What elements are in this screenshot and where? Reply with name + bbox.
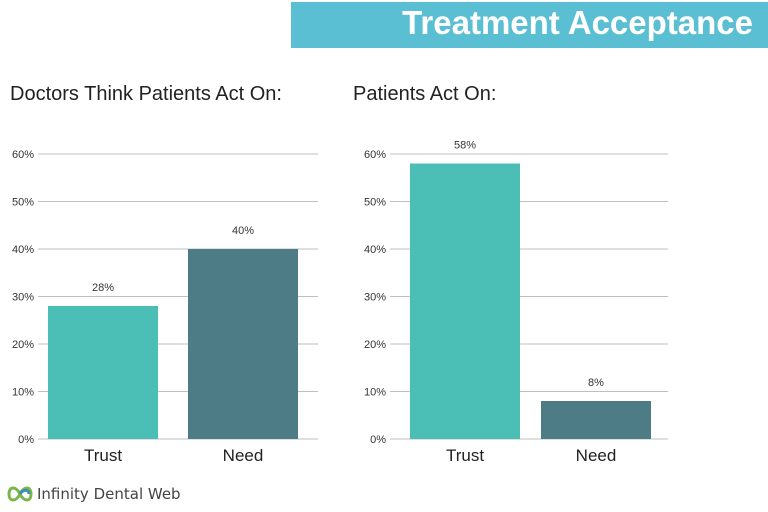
doctors-y-tick-label: 60% xyxy=(12,149,34,161)
doctors-y-tick-label: 20% xyxy=(12,339,34,351)
patients-data-label: 8% xyxy=(588,377,604,389)
patients-bar-need xyxy=(541,401,651,439)
chart-title-patients: Patients Act On: xyxy=(353,83,497,105)
patients-category-label: Trust xyxy=(446,446,484,465)
patients-bar-trust xyxy=(410,163,520,439)
doctors-y-tick-label: 50% xyxy=(12,197,34,209)
infinity-leaf-icon xyxy=(7,486,33,502)
doctors-y-tick-label: 30% xyxy=(12,292,34,304)
patients-category-label: Need xyxy=(576,446,617,465)
chart-title-doctors: Doctors Think Patients Act On: xyxy=(10,83,282,105)
page-title: Treatment Acceptance xyxy=(402,4,753,41)
patients-y-tick-label: 10% xyxy=(364,387,386,399)
doctors-category-label: Need xyxy=(223,446,264,465)
patients-data-label: 58% xyxy=(454,140,476,152)
doctors-bar-need xyxy=(188,249,298,439)
doctors-data-label: 40% xyxy=(232,225,254,237)
doctors-y-tick-label: 40% xyxy=(12,244,34,256)
brand-logo: Infinity Dental Web xyxy=(6,480,181,508)
doctors-bar-trust xyxy=(48,306,158,439)
patients-y-tick-label: 50% xyxy=(364,197,386,209)
patients-y-tick-label: 0% xyxy=(370,434,386,446)
patients-y-tick-label: 20% xyxy=(364,339,386,351)
logo-text: Infinity Dental Web xyxy=(37,485,181,503)
title-banner: Treatment Acceptance xyxy=(291,2,768,48)
doctors-data-label: 28% xyxy=(92,282,114,294)
doctors-y-tick-label: 10% xyxy=(12,387,34,399)
doctors-y-tick-label: 0% xyxy=(18,434,34,446)
doctors-category-label: Trust xyxy=(84,446,122,465)
patients-y-tick-label: 30% xyxy=(364,292,386,304)
patients-y-tick-label: 40% xyxy=(364,244,386,256)
patients-y-tick-label: 60% xyxy=(364,149,386,161)
